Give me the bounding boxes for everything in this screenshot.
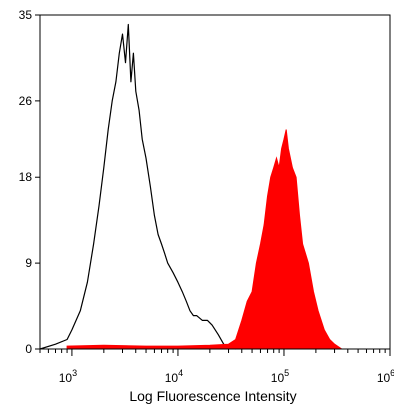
series-layer <box>39 23 344 350</box>
x-tick-label: 103 <box>59 368 77 385</box>
y-tick-label: 0 <box>25 342 32 356</box>
histogram-outline-series-0 <box>39 23 236 350</box>
x-tick-label: 105 <box>271 368 289 385</box>
x-tick-label: 104 <box>165 368 183 385</box>
y-tick-label: 35 <box>19 8 33 22</box>
y-tick-label: 18 <box>19 170 33 184</box>
y-tick-label: 26 <box>19 94 33 108</box>
axes-layer <box>35 14 391 356</box>
x-axis-title: Log Fluorescence Intensity <box>129 388 296 404</box>
histogram-filled-series-1 <box>66 129 344 350</box>
y-tick-label: 9 <box>25 256 32 270</box>
plot-frame <box>39 14 391 350</box>
labels-layer: 0 9 18 26 35 103 104 105 106 <box>19 8 394 385</box>
x-tick-label: 106 <box>377 368 394 385</box>
